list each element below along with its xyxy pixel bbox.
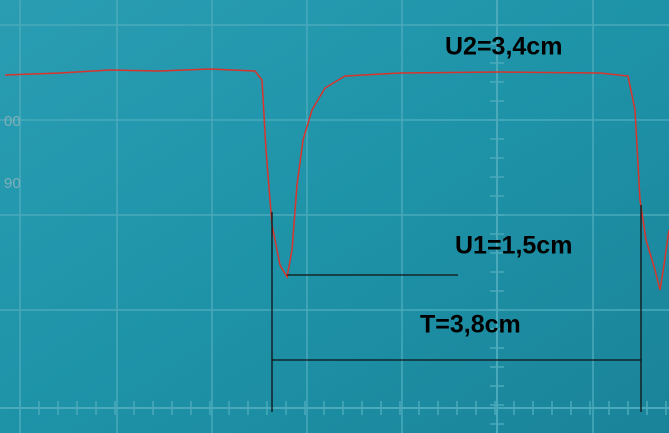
page: 00 90 U2=3,4cm U1=1,5cm T=3,8cm (() => {…: [0, 0, 669, 433]
screen-background: [0, 0, 669, 433]
annotation-u2: U2=3,4cm: [445, 33, 562, 61]
scale-mark: 90: [4, 175, 21, 192]
scale-mark: 00: [4, 113, 21, 130]
oscilloscope-photo: 00 90 U2=3,4cm U1=1,5cm T=3,8cm: [0, 0, 669, 433]
annotation-period: T=3,8cm: [420, 311, 521, 339]
annotation-u1: U1=1,5cm: [455, 232, 572, 260]
